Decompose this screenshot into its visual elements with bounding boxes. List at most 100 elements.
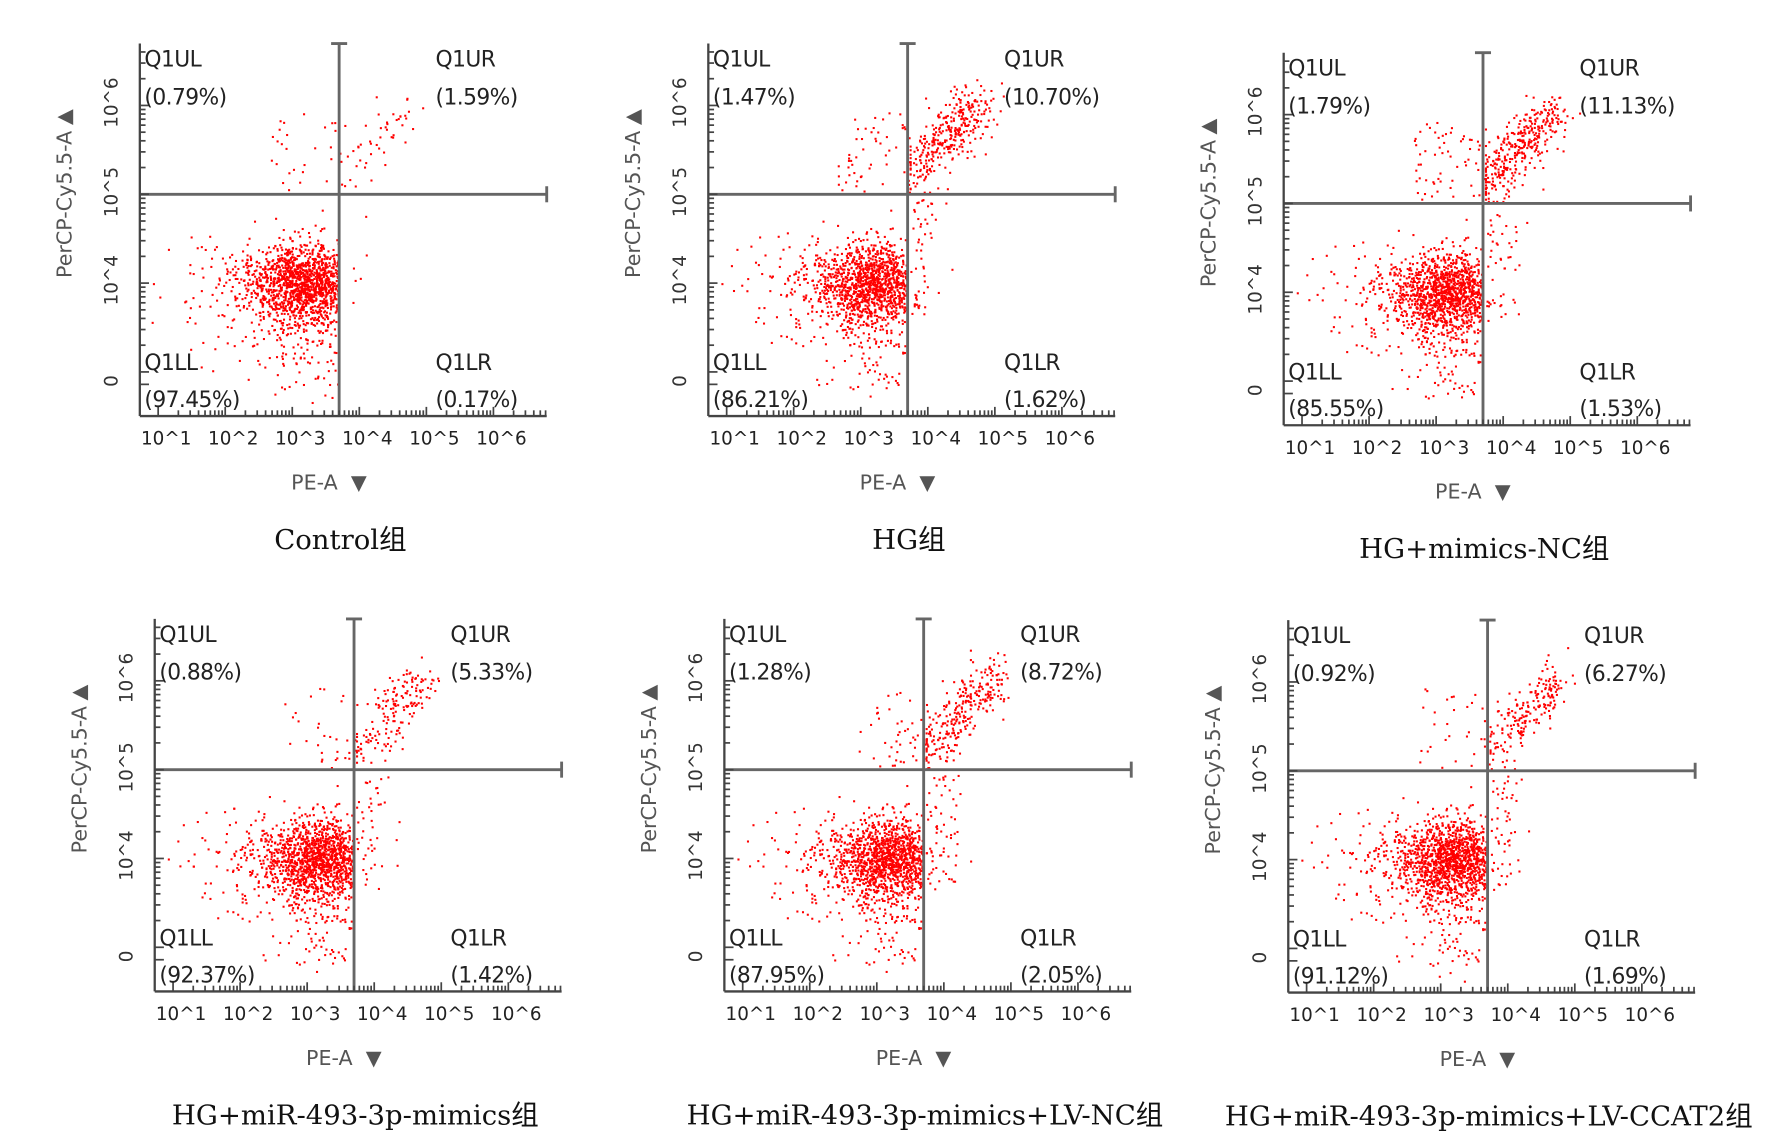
event-dot xyxy=(961,146,964,149)
event-dot xyxy=(311,267,315,270)
event-dot xyxy=(853,308,856,311)
event-dot xyxy=(892,286,895,289)
event-dot xyxy=(1306,274,1309,277)
event-dot xyxy=(1462,313,1465,316)
event-dot xyxy=(284,299,287,302)
event-dot xyxy=(1470,275,1473,278)
event-dot xyxy=(875,261,878,264)
event-dot xyxy=(903,351,906,355)
event-dot xyxy=(1430,295,1434,298)
event-dot xyxy=(259,266,262,269)
event-dot xyxy=(951,268,954,271)
event-dot xyxy=(1440,290,1443,293)
event-dot xyxy=(938,152,941,155)
triangle-down-icon[interactable]: ▼ xyxy=(919,471,936,496)
event-dot xyxy=(312,263,315,266)
event-dot xyxy=(1406,320,1409,323)
event-dot xyxy=(917,241,920,244)
event-dot xyxy=(847,268,850,271)
event-dot xyxy=(826,276,829,279)
event-dot xyxy=(1429,248,1432,251)
y-tick-label: 0 xyxy=(668,375,691,388)
event-dot xyxy=(844,328,847,331)
event-dot xyxy=(1451,302,1454,305)
event-dot xyxy=(885,163,888,166)
event-dot xyxy=(1456,296,1460,299)
event-dot xyxy=(824,278,827,281)
event-dot xyxy=(867,281,870,284)
event-dot xyxy=(890,286,893,290)
event-dot xyxy=(893,251,896,254)
event-dot xyxy=(884,274,887,277)
event-dot xyxy=(937,134,940,137)
event-dot xyxy=(917,238,921,241)
event-dot xyxy=(250,321,253,324)
event-dot xyxy=(1476,296,1479,299)
event-dot xyxy=(1470,266,1473,270)
event-dot xyxy=(364,166,367,169)
event-dot xyxy=(915,249,918,252)
event-dot xyxy=(308,264,311,267)
event-dot xyxy=(1462,294,1465,297)
event-dot xyxy=(882,118,885,121)
event-dot xyxy=(1385,349,1388,352)
event-dot xyxy=(802,274,805,277)
event-dot xyxy=(265,253,268,256)
event-dot xyxy=(857,319,860,322)
event-dot xyxy=(867,253,870,256)
event-dot xyxy=(299,324,302,327)
event-dot xyxy=(321,262,324,265)
event-dot xyxy=(860,255,864,258)
event-dot xyxy=(328,280,331,283)
event-dot xyxy=(1435,271,1438,274)
event-dot xyxy=(1415,334,1418,337)
event-dot xyxy=(1424,336,1427,339)
event-dot xyxy=(321,280,324,283)
event-dot xyxy=(370,179,373,182)
event-dot xyxy=(1471,287,1474,290)
event-dot xyxy=(272,298,275,301)
event-dot xyxy=(865,324,868,327)
event-dot xyxy=(862,239,865,242)
event-dot xyxy=(846,256,849,259)
event-dot xyxy=(958,111,961,114)
event-dot xyxy=(930,236,933,239)
event-dot xyxy=(1472,393,1475,396)
event-dot xyxy=(298,299,301,302)
event-dot xyxy=(924,177,927,180)
event-dot xyxy=(750,245,753,248)
event-dot xyxy=(271,135,274,138)
event-dot xyxy=(884,318,887,321)
event-dot xyxy=(898,299,901,302)
event-dot xyxy=(954,93,957,96)
event-dot xyxy=(1467,285,1470,288)
triangle-down-icon[interactable]: ◀ xyxy=(625,104,642,129)
event-dot xyxy=(312,323,315,326)
event-dot xyxy=(883,299,886,302)
event-dot xyxy=(855,300,858,303)
event-dot xyxy=(288,323,291,326)
event-dot xyxy=(231,268,234,271)
event-dot xyxy=(311,249,314,252)
event-dot xyxy=(1428,316,1431,319)
event-dot xyxy=(891,295,894,298)
event-dot xyxy=(876,320,879,323)
event-dot xyxy=(1479,282,1482,285)
event-dot xyxy=(868,312,871,315)
event-dot xyxy=(882,305,885,308)
event-dot xyxy=(1462,269,1465,272)
event-dot xyxy=(1403,310,1406,313)
event-dot xyxy=(1470,352,1473,355)
event-dot xyxy=(830,282,833,285)
event-dot xyxy=(317,361,320,364)
triangle-down-icon[interactable]: ▼ xyxy=(350,471,367,496)
event-dot xyxy=(845,181,848,184)
event-dot xyxy=(247,273,250,276)
event-dot xyxy=(311,317,314,320)
event-dot xyxy=(329,343,332,346)
triangle-down-icon[interactable]: ◀ xyxy=(57,104,74,129)
event-dot xyxy=(1432,284,1435,287)
event-dot xyxy=(1474,303,1477,306)
event-dot xyxy=(259,319,262,322)
event-dot xyxy=(845,254,848,257)
